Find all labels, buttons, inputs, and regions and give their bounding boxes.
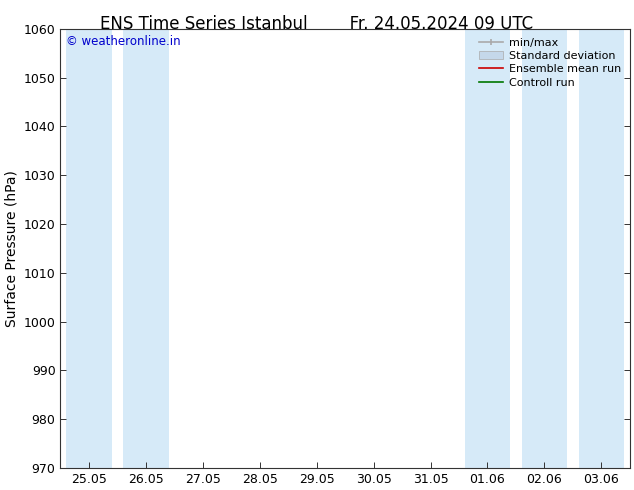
Y-axis label: Surface Pressure (hPa): Surface Pressure (hPa) xyxy=(4,170,18,327)
Bar xyxy=(123,29,169,468)
Bar xyxy=(66,29,112,468)
Bar xyxy=(579,29,624,468)
Bar xyxy=(522,29,567,468)
Text: © weatheronline.in: © weatheronline.in xyxy=(66,35,181,49)
Legend: min/max, Standard deviation, Ensemble mean run, Controll run: min/max, Standard deviation, Ensemble me… xyxy=(476,34,624,91)
Bar xyxy=(465,29,510,468)
Text: ENS Time Series Istanbul        Fr. 24.05.2024 09 UTC: ENS Time Series Istanbul Fr. 24.05.2024 … xyxy=(100,15,534,33)
